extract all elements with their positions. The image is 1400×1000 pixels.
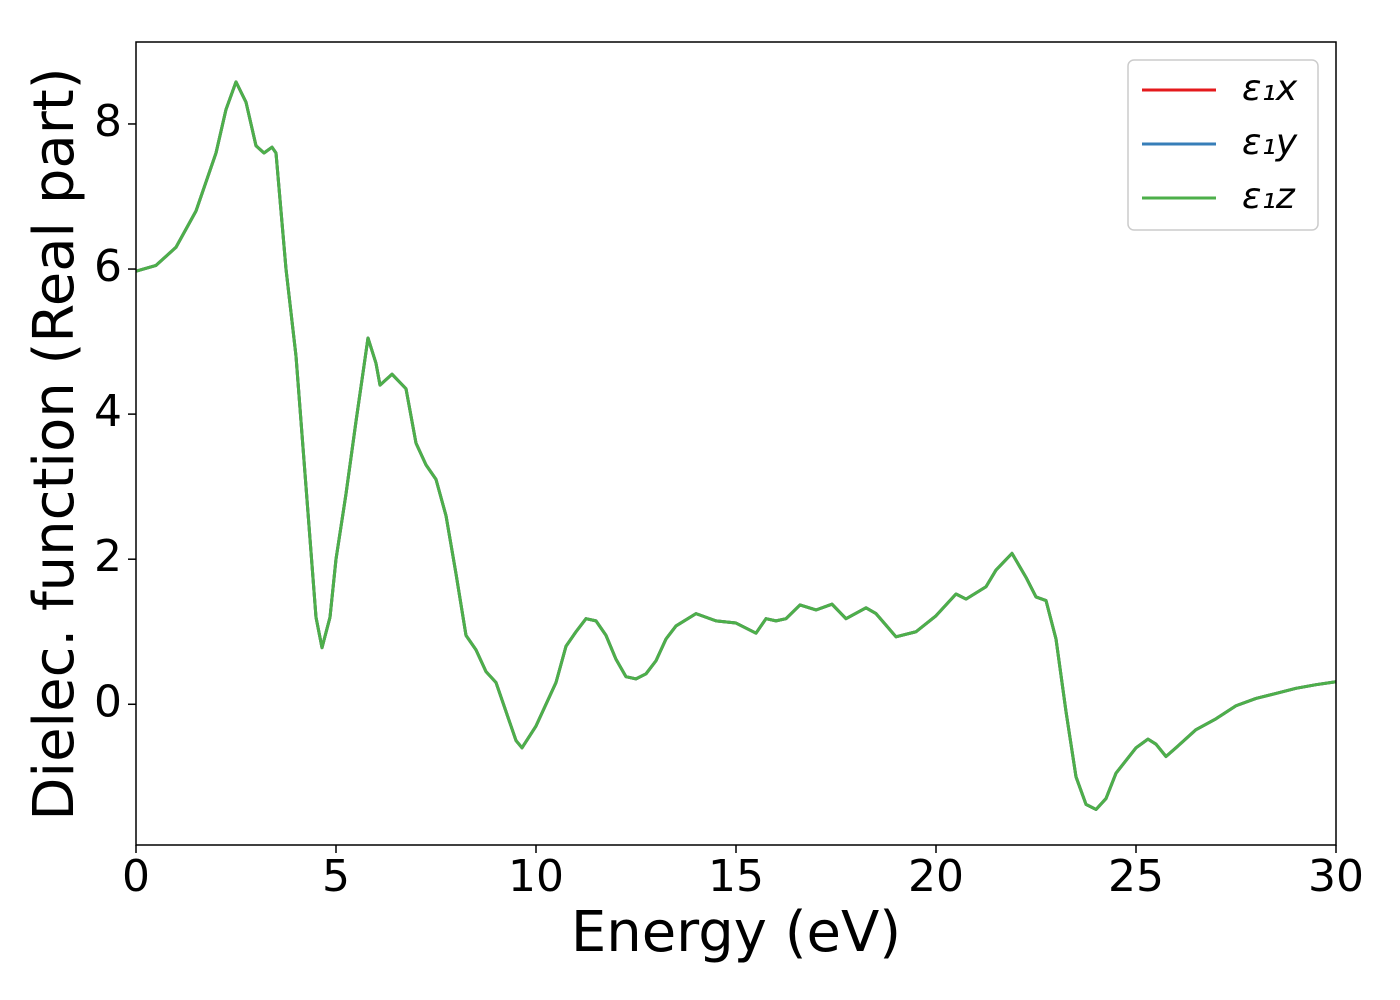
x-tick-label: 30: [1308, 851, 1364, 902]
x-tick-label: 5: [322, 851, 350, 902]
x-axis-label: Energy (eV): [571, 900, 901, 965]
x-tick-label: 10: [508, 851, 564, 902]
y-tick-label: 8: [94, 96, 122, 147]
x-tick-label: 15: [708, 851, 764, 902]
y-tick-label: 4: [94, 386, 122, 437]
legend-label: ε₁y: [1242, 122, 1298, 163]
series-line: [135, 80, 1337, 811]
plot-frame: [135, 41, 1337, 846]
y-tick-label: 6: [94, 241, 122, 292]
x-tick-label: 25: [1108, 851, 1164, 902]
y-tick-label: 2: [94, 531, 122, 582]
legend-label: ε₁z: [1242, 176, 1296, 217]
y-axis-label: Dielec. function (Real part): [22, 67, 87, 820]
legend-box: [1127, 59, 1319, 231]
x-tick-label: 20: [908, 851, 964, 902]
x-tick-label: 0: [122, 851, 150, 902]
y-tick-label: 0: [94, 676, 122, 727]
legend-label: ε₁x: [1242, 68, 1298, 109]
